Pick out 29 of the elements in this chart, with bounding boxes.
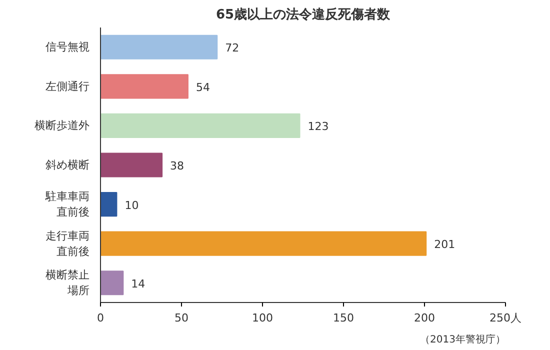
y-tick-label: 信号無視 bbox=[46, 40, 90, 54]
bar bbox=[100, 113, 300, 138]
bar bbox=[100, 231, 427, 256]
x-tick-label: 100 bbox=[252, 312, 273, 324]
data-label: 72 bbox=[225, 42, 240, 55]
chart-title: 65歳以上の法令違反死傷者数 bbox=[216, 6, 392, 22]
bar bbox=[100, 270, 124, 296]
data-label: 38 bbox=[170, 160, 184, 172]
data-label: 201 bbox=[434, 238, 456, 252]
x-tick-label: 50 bbox=[174, 312, 188, 324]
text: （2013年警視庁） bbox=[420, 334, 506, 346]
bar bbox=[100, 192, 118, 217]
x-tick-label: 200 bbox=[414, 312, 435, 324]
x-tick-label: 150 bbox=[333, 312, 354, 324]
y-tick-label: 左側通行 bbox=[46, 80, 90, 93]
y-tick-label: 駐車車両直前後 bbox=[44, 190, 90, 219]
data-label: 54 bbox=[196, 80, 210, 94]
data-label: 14 bbox=[131, 277, 146, 290]
x-tick-label: 250人 bbox=[490, 312, 522, 324]
y-tick-label: 横断禁止場所 bbox=[46, 268, 90, 298]
bar bbox=[100, 34, 218, 60]
y-tick-label: 走行車両直前後 bbox=[46, 229, 90, 258]
y-tick-label: 斜め横断 bbox=[46, 158, 90, 172]
y-tick-label: 横断歩道外 bbox=[34, 119, 90, 132]
x-tick-label: 0 bbox=[97, 312, 104, 324]
bar bbox=[100, 152, 163, 178]
data-label: 123 bbox=[308, 120, 329, 134]
data-label: 10 bbox=[124, 198, 139, 212]
bar bbox=[100, 74, 188, 99]
